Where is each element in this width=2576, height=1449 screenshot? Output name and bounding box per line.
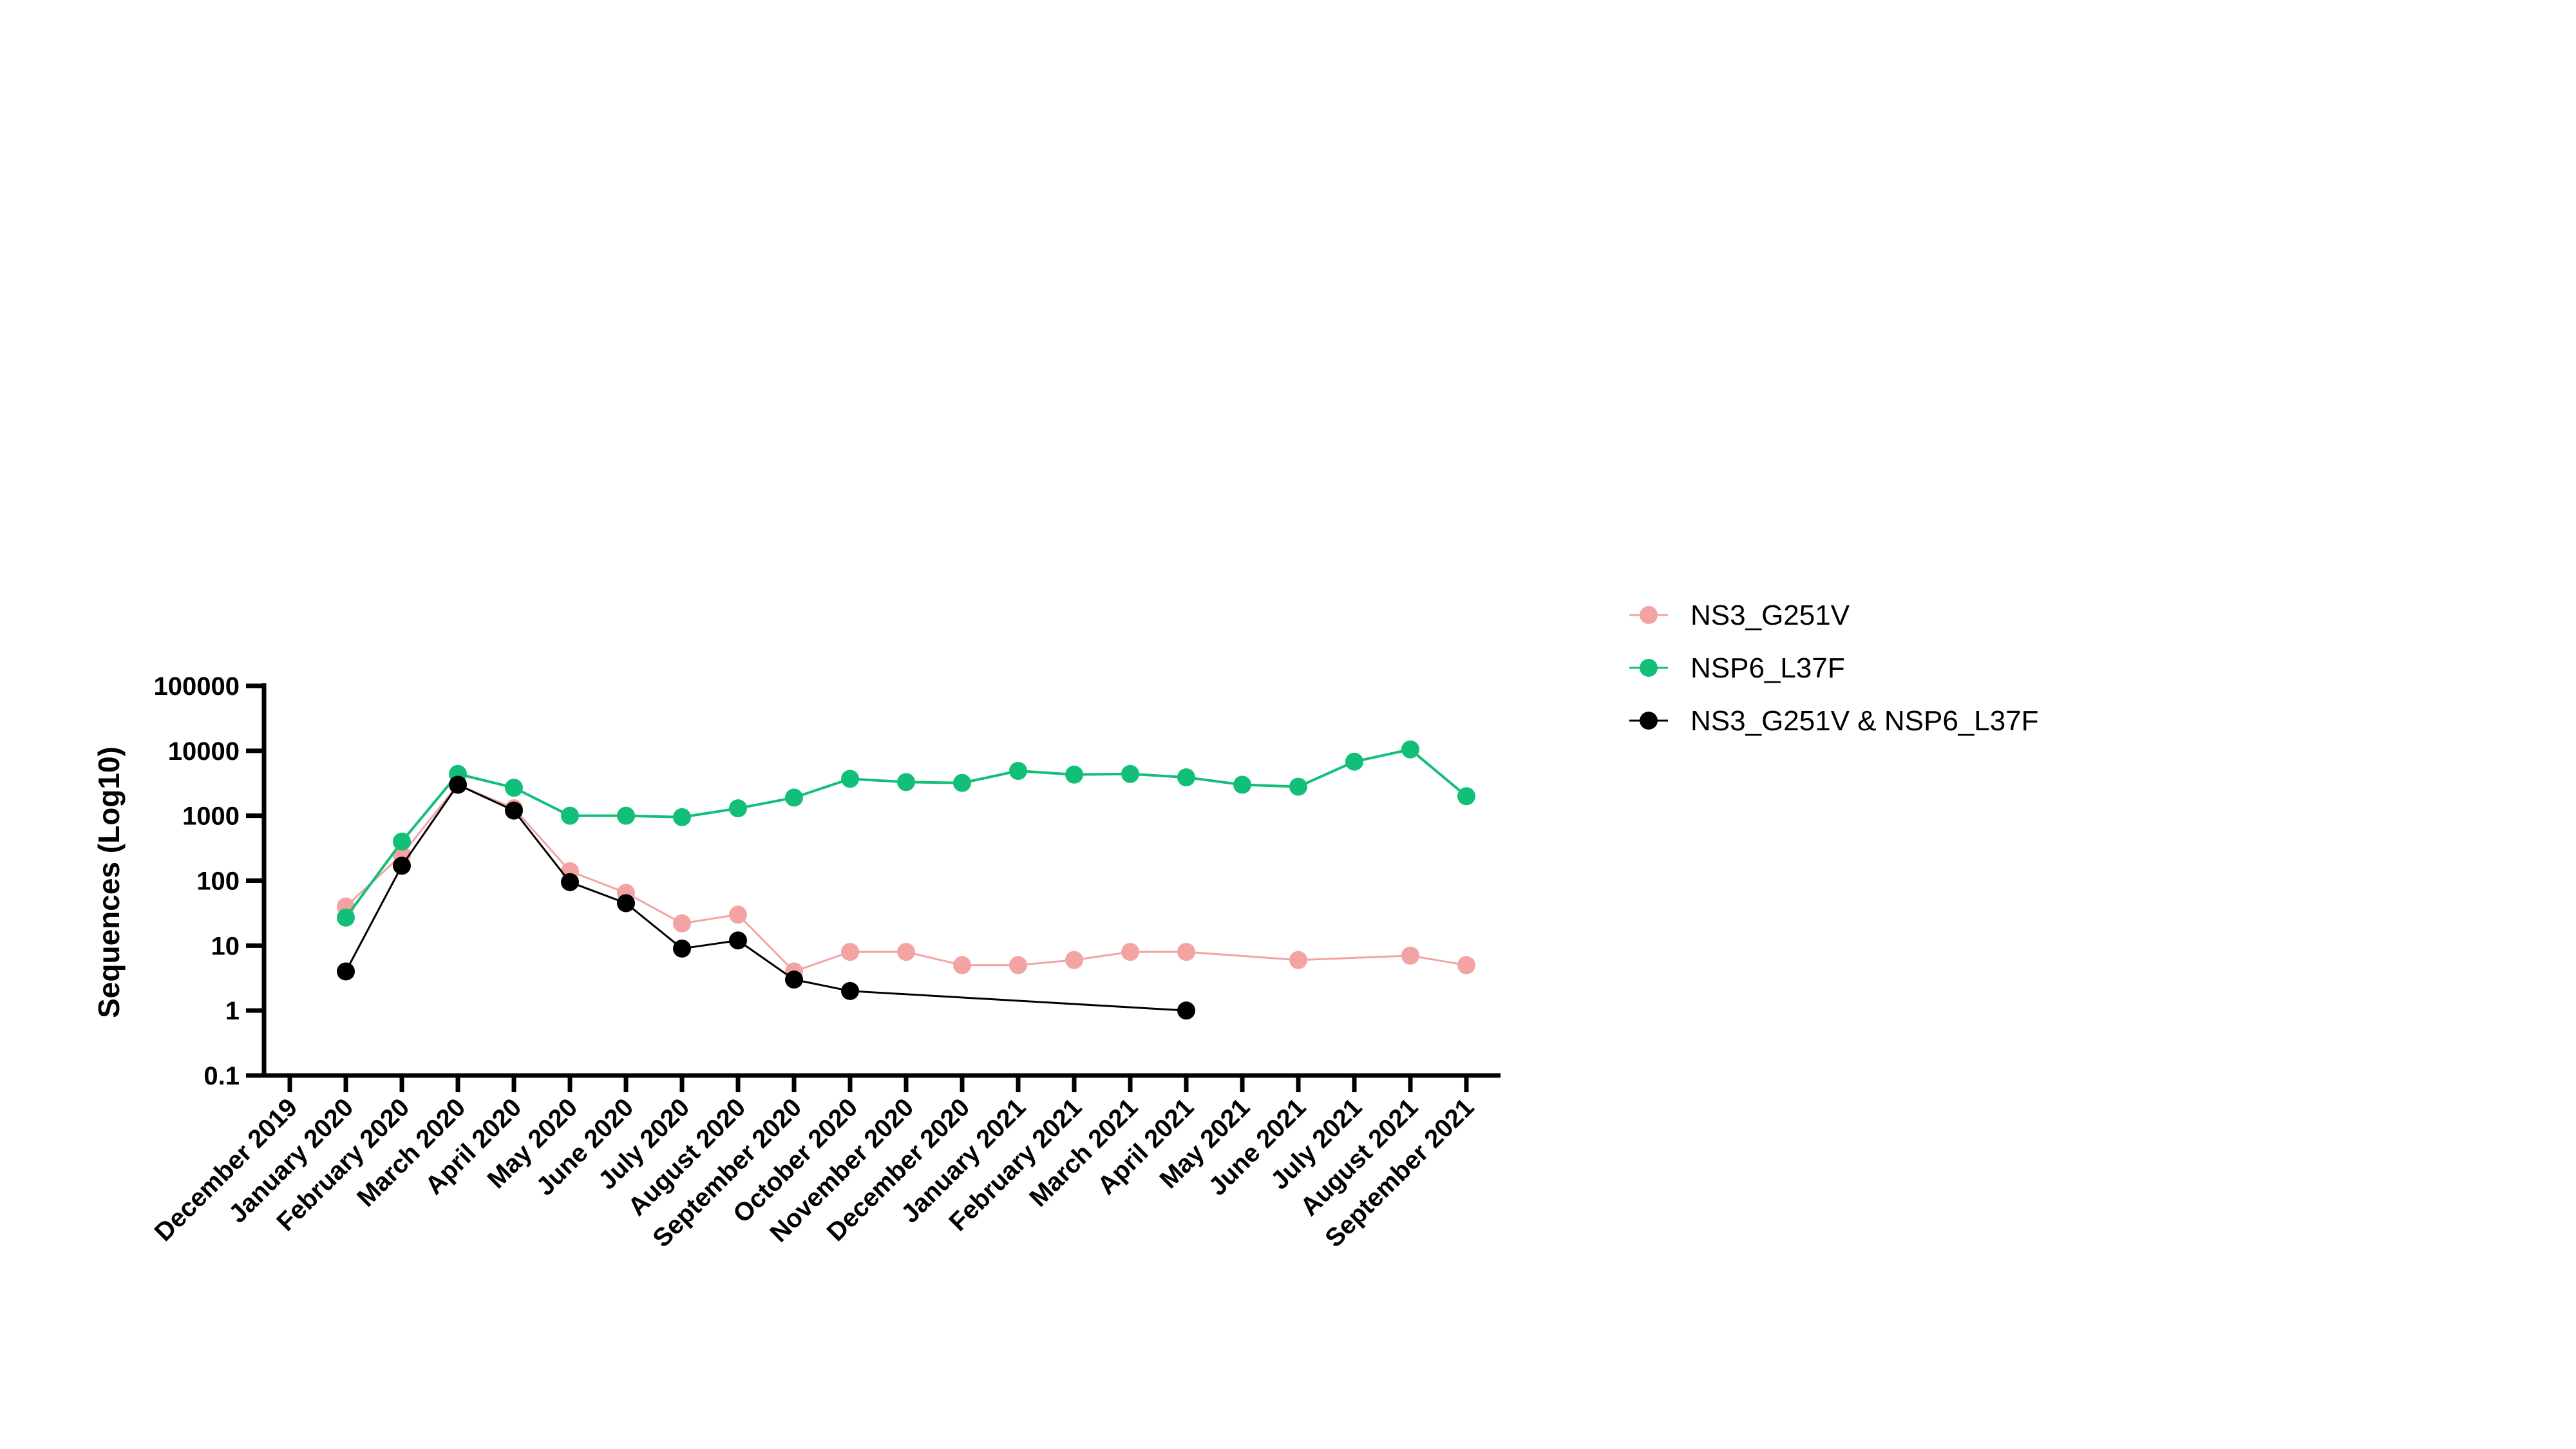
y-axis-ticks: 100000 10000 1000 100 10 1 0.1: [154, 672, 264, 1090]
data-series: [337, 740, 1475, 1020]
data-point: [561, 873, 579, 891]
data-point: [337, 908, 355, 927]
data-point: [1177, 1001, 1195, 1020]
data-point: [1065, 951, 1083, 969]
legend-marker: [1640, 712, 1658, 730]
series-line: [345, 783, 1187, 1012]
data-point: [897, 943, 915, 961]
y-tick-label: 100000: [154, 672, 240, 701]
data-point: [1121, 943, 1139, 961]
data-point: [953, 773, 971, 792]
legend-marker: [1640, 606, 1658, 624]
data-point: [1457, 956, 1475, 974]
data-point: [729, 931, 747, 950]
legend-label: NS3_G251V: [1690, 600, 1850, 631]
data-point: [673, 939, 691, 958]
y-tick-label: 10: [211, 932, 240, 960]
data-point: [953, 956, 971, 974]
y-tick-label: 100: [196, 867, 240, 896]
data-point: [1177, 768, 1195, 787]
data-point: [729, 905, 747, 924]
data-point: [505, 801, 523, 820]
legend-label: NSP6_L37F: [1690, 652, 1845, 684]
legend-label: NS3_G251V & NSP6_L37F: [1690, 705, 2039, 737]
data-point: [1345, 752, 1363, 771]
data-point: [1401, 946, 1419, 965]
y-axis-label: Sequences (Log10): [92, 746, 126, 1018]
data-point: [505, 779, 523, 797]
data-point: [841, 770, 859, 788]
data-point: [561, 806, 579, 825]
data-point: [1009, 956, 1027, 974]
series-2: [337, 775, 1195, 1020]
data-point: [393, 832, 411, 851]
legend-item: NS3_G251V & NSP6_L37F: [1629, 705, 2039, 737]
data-point: [841, 981, 859, 1000]
legend-item: NSP6_L37F: [1629, 652, 1845, 684]
data-point: [1233, 775, 1251, 794]
data-point: [1065, 765, 1083, 784]
data-point: [1457, 787, 1475, 806]
data-point: [393, 857, 411, 875]
data-point: [673, 808, 691, 826]
legend-item: NS3_G251V: [1629, 600, 1850, 631]
data-point: [897, 773, 915, 791]
data-point: [449, 775, 467, 794]
data-point: [1121, 764, 1139, 783]
data-point: [841, 943, 859, 961]
data-point: [729, 799, 747, 818]
chart-axes: [261, 683, 1501, 1078]
y-tick-label: 0.1: [204, 1062, 240, 1090]
y-tick-label: 10000: [168, 737, 240, 766]
legend: NS3_G251V NSP6_L37F NS3_G251V & NSP6_L37F: [1629, 600, 2039, 737]
data-point: [1289, 951, 1307, 969]
data-point: [785, 788, 803, 807]
data-point: [1177, 943, 1195, 961]
y-tick-label: 1000: [182, 802, 240, 831]
legend-marker: [1640, 659, 1658, 677]
data-point: [1401, 740, 1419, 759]
data-point: [1289, 777, 1307, 796]
data-point: [785, 971, 803, 989]
data-point: [617, 894, 635, 913]
data-point: [673, 914, 691, 933]
series-1: [337, 740, 1475, 927]
data-point: [1009, 762, 1027, 781]
y-tick-label: 1: [225, 997, 240, 1025]
data-point: [617, 806, 635, 825]
data-point: [337, 962, 355, 981]
